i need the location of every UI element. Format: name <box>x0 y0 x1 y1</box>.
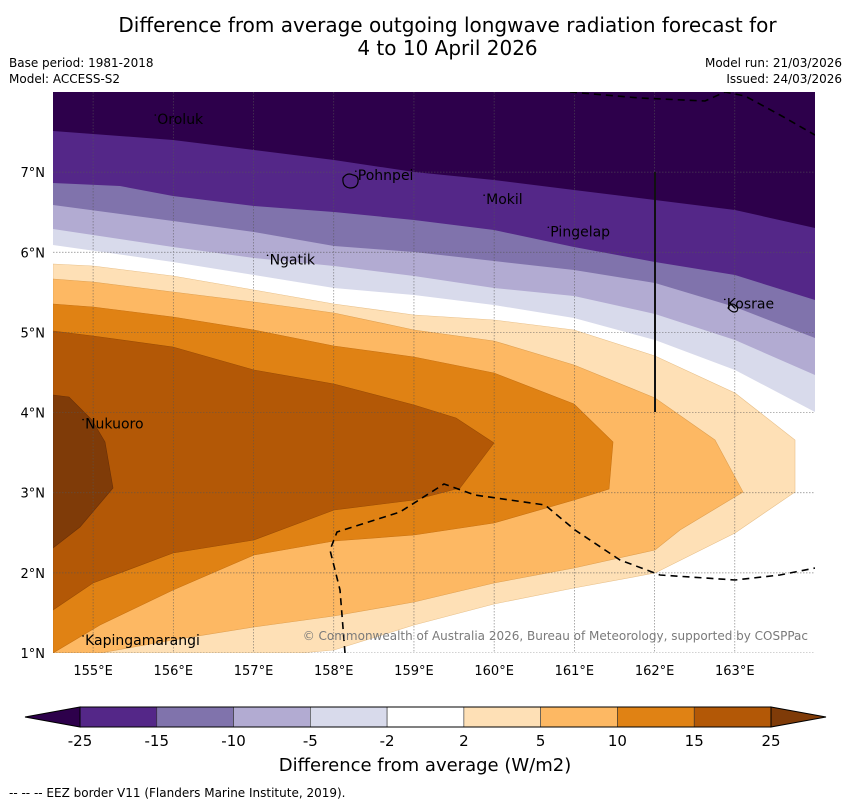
colorbar-tick-label: -10 <box>221 732 246 750</box>
band-over-25 <box>53 394 114 549</box>
place-label-kosrae: Kosrae <box>727 296 774 312</box>
longitude-tick-label: 161°E <box>555 664 595 679</box>
colorbar-bin <box>310 706 388 728</box>
meta-left: Base period: 1981-2018 Model: ACCESS-S2 <box>9 55 154 87</box>
colorbar: -25 -15 -10 -5 -2 2 5 10 15 25 <box>24 706 827 750</box>
longitude-tick-labels: 155°E 156°E 157°E 158°E 159°E 160°E 161°E 162°E… <box>73 664 754 679</box>
longitude-tick-label: 155°E <box>73 664 113 679</box>
longitude-tick-label: 162°E <box>635 664 675 679</box>
place-marker <box>355 170 357 172</box>
eez-border-south <box>329 483 815 653</box>
longitude-tick-label: 159°E <box>394 664 434 679</box>
place-label-ngatik: Ngatik <box>270 252 316 268</box>
colorbar-bin <box>463 706 541 728</box>
place-label-kapingamarangi: Kapingamarangi <box>85 633 200 649</box>
pohnpei-island-outline <box>342 173 359 189</box>
place-marker <box>483 194 485 196</box>
place-label-mokil: Mokil <box>486 192 523 208</box>
issued-date: Issued: 24/03/2026 <box>726 72 842 86</box>
place-marker <box>266 254 269 257</box>
map-title: Difference from average outgoing longwav… <box>0 14 850 60</box>
place-marker <box>82 635 84 637</box>
eez-footnote: -- -- -- EEZ border V11 (Flanders Marine… <box>9 786 346 800</box>
colorbar-bin <box>540 706 618 728</box>
colorbar-tick-label: 5 <box>536 732 546 750</box>
latitude-tick-label: 7°N <box>21 166 46 181</box>
latitude-tick-labels: 1°N 2°N 3°N 4°N 5°N 6°N 7°N <box>21 166 46 662</box>
colorbar-outline <box>79 706 772 728</box>
place-label-pingelap: Pingelap <box>550 224 610 240</box>
latitude-tick-label: 5°N <box>21 326 46 341</box>
kosrae-island-outline <box>727 303 739 313</box>
latitude-tick-label: 2°N <box>21 567 46 582</box>
model-run: Model run: 21/03/2026 <box>704 56 842 70</box>
eez-border-north <box>569 92 815 136</box>
band-15-to-25 <box>53 330 495 611</box>
copyright-notice: © Commonwealth of Australia 2026, Bureau… <box>303 629 808 643</box>
colorbar-tick-label: -25 <box>68 732 93 750</box>
colorbar-tick-label: -15 <box>145 732 170 750</box>
colorbar-bin <box>233 706 311 728</box>
place-label-nukuoro: Nukuoro <box>85 417 143 433</box>
meta-right: Model run: 21/03/2026 Issued: 24/03/2026 <box>705 55 842 87</box>
place-label-oroluk: Oroluk <box>157 112 204 128</box>
latitude-tick-label: 4°N <box>21 407 46 422</box>
longitude-tick-label: 156°E <box>154 664 194 679</box>
place-marker <box>154 114 157 116</box>
colorbar-tick-label: 2 <box>459 732 469 750</box>
place-label-pohnpei: Pohnpei <box>358 168 414 184</box>
longitude-tick-label: 163°E <box>715 664 755 679</box>
place-labels: Oroluk Pohnpei Mokil Pingelap Ngatik Kosrae Nu… <box>82 112 774 649</box>
place-marker <box>723 298 726 301</box>
map-plot-area: Oroluk Pohnpei Mokil Pingelap Ngatik Kosrae Nu… <box>53 92 815 653</box>
longitude-tick-label: 160°E <box>474 664 514 679</box>
longitude-tick-label: 157°E <box>234 664 274 679</box>
place-marker <box>547 226 550 229</box>
colorbar-tick-label: 25 <box>761 732 780 750</box>
colorbar-bin <box>156 706 234 728</box>
latitude-tick-label: 3°N <box>21 487 46 502</box>
colorbar-tick-label: 10 <box>608 732 627 750</box>
colorbar-bin <box>386 706 465 728</box>
colorbar-tick-label: -2 <box>380 732 395 750</box>
colorbar-bin <box>617 706 695 728</box>
colorbar-over-arrow <box>770 706 827 728</box>
base-period: Base period: 1981-2018 <box>9 56 154 70</box>
place-marker <box>82 418 84 421</box>
model-name: Model: ACCESS-S2 <box>9 72 121 86</box>
colorbar-bin <box>79 706 158 728</box>
colorbar-bin <box>693 706 772 728</box>
colorbar-tick-label: -5 <box>303 732 318 750</box>
colorbar-label: Difference from average (W/m2) <box>278 755 572 776</box>
latitude-tick-label: 1°N <box>21 647 46 662</box>
title-line-1: Difference from average outgoing longwav… <box>118 13 777 37</box>
colorbar-under-arrow <box>24 706 81 728</box>
title-line-2: 4 to 10 April 2026 <box>357 36 538 60</box>
latitude-tick-label: 6°N <box>21 246 46 261</box>
longitude-tick-label: 158°E <box>314 664 354 679</box>
colorbar-tick-label: 15 <box>685 732 704 750</box>
